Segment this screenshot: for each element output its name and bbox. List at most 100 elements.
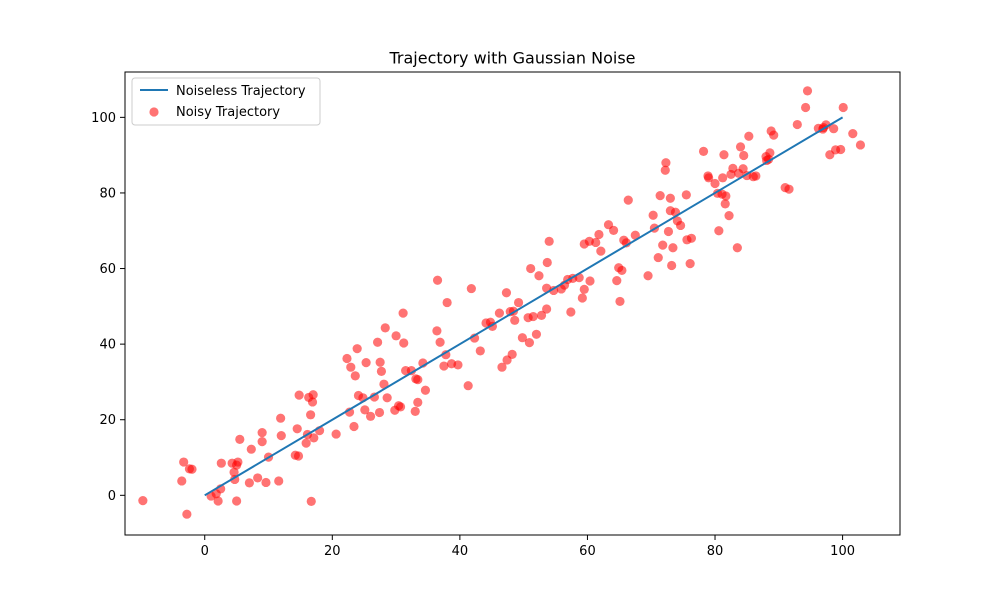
scatter-point — [510, 315, 520, 325]
x-tick-label: 80 — [707, 544, 724, 559]
scatter-point — [257, 427, 267, 438]
scatter-point — [382, 393, 392, 403]
scatter-point — [735, 142, 746, 152]
axes: 0 20 40 60 80 100 0 20 40 60 80 100 — [91, 71, 901, 559]
scatter-point — [293, 451, 304, 461]
scatter-point — [579, 284, 589, 294]
scatter-point — [292, 424, 302, 434]
scatter-point — [420, 385, 431, 395]
scatter-point — [536, 310, 547, 321]
scatter-point — [349, 421, 359, 432]
scatter-point — [376, 366, 387, 376]
scatter-point — [360, 405, 370, 415]
y-tick-label: 0 — [108, 489, 116, 504]
scatter-point — [308, 390, 318, 400]
scatter-point — [615, 296, 625, 307]
scatter-point — [653, 252, 663, 263]
scatter-point — [361, 358, 371, 368]
scatter-point — [453, 360, 463, 370]
y-tick-label: 100 — [91, 111, 116, 126]
scatter-point — [276, 413, 286, 423]
scatter-point — [235, 434, 245, 444]
scatter-point — [685, 259, 695, 269]
scatter-point — [294, 390, 304, 400]
scatter-point — [739, 150, 749, 161]
scatter-point — [331, 429, 341, 439]
scatter-point — [744, 131, 754, 141]
scatter-point — [665, 193, 675, 203]
scatter-point — [306, 410, 316, 420]
x-tick-label: 20 — [324, 544, 341, 559]
scatter-point — [623, 195, 633, 205]
scatter-point — [769, 130, 779, 140]
scatter-point — [668, 243, 678, 253]
scatter-point — [848, 129, 858, 139]
scatter-point — [630, 230, 640, 240]
scatter-point — [399, 338, 409, 348]
scatter-point — [655, 190, 665, 201]
scatter-point — [531, 329, 542, 339]
scatter-point — [724, 211, 734, 221]
x-tick-label: 100 — [830, 544, 855, 559]
scatter-point — [577, 293, 587, 303]
scatter-point — [534, 271, 544, 281]
scatter-point — [792, 119, 802, 130]
x-tick-label: 40 — [452, 544, 469, 559]
scatter-point — [475, 346, 485, 356]
scatter-point — [542, 304, 552, 314]
scatter-point — [177, 476, 187, 486]
scatter-point — [301, 438, 311, 448]
scatter-point — [413, 397, 423, 407]
scatter-point — [698, 146, 709, 156]
y-tick-label: 20 — [99, 413, 116, 428]
noiseless-line — [204, 116, 844, 497]
scatter-point — [246, 444, 256, 454]
scatter-point — [594, 229, 604, 240]
x-tick-label: 60 — [579, 544, 596, 559]
scatter-point — [439, 361, 449, 371]
legend-box — [131, 77, 321, 126]
scatter-point — [719, 150, 729, 160]
scatter-point — [591, 237, 601, 248]
scatter-point — [233, 457, 243, 467]
plot-area — [138, 86, 866, 519]
x-tick-label: 0 — [201, 544, 209, 559]
scatter-point — [667, 260, 677, 271]
scatter-point — [306, 496, 316, 506]
scatter-point — [686, 233, 697, 243]
scatter-point — [544, 236, 554, 246]
scatter-point — [375, 357, 385, 367]
scatter-point — [660, 165, 670, 175]
scatter-point — [784, 184, 794, 194]
scatter-point — [463, 381, 473, 391]
scatter-point — [517, 333, 527, 343]
scatter-point — [497, 362, 507, 372]
axes-frame — [124, 71, 901, 536]
scatter-point — [374, 407, 385, 418]
scatter-point — [369, 392, 379, 402]
scatter-point — [179, 457, 189, 467]
scatter-point — [566, 307, 576, 317]
scatter-point — [232, 496, 242, 506]
scatter-point — [253, 473, 263, 483]
scatter-point — [838, 102, 848, 113]
scatter-point — [513, 297, 524, 308]
scatter-point — [346, 362, 356, 372]
scatter-point — [406, 365, 416, 376]
scatter-point — [714, 226, 724, 236]
scatter-point — [681, 190, 691, 200]
scatter-point — [244, 478, 254, 488]
scatter-point — [821, 120, 831, 130]
scatter-point — [261, 477, 271, 488]
scatter-point — [617, 265, 627, 276]
scatter-point — [309, 433, 319, 443]
scatter-point — [182, 509, 192, 519]
scatter-point — [721, 191, 731, 201]
scatter-point — [704, 173, 714, 183]
scatter-point — [710, 178, 720, 189]
scatter-point — [720, 199, 730, 209]
scatter-point — [501, 288, 512, 298]
scatter-point — [609, 225, 619, 235]
legend-label-noisy: Noisy Trajectory — [176, 105, 280, 120]
scatter-point — [718, 173, 728, 183]
